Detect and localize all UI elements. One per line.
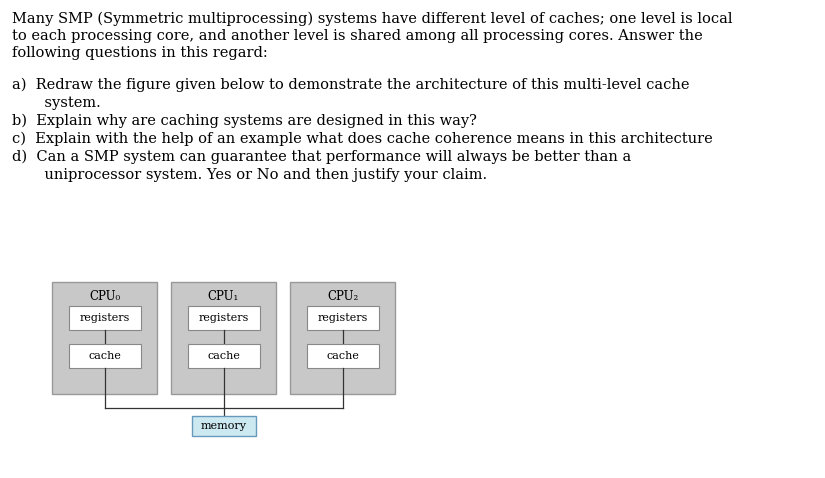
Text: b)  Explain why are caching systems are designed in this way?: b) Explain why are caching systems are d… <box>12 114 477 129</box>
Text: registers: registers <box>318 313 368 323</box>
Text: cache: cache <box>326 351 359 361</box>
Bar <box>68 344 140 368</box>
Text: d)  Can a SMP system can guarantee that performance will always be better than a: d) Can a SMP system can guarantee that p… <box>12 150 631 164</box>
Bar <box>52 282 157 394</box>
Bar <box>191 416 256 436</box>
Text: a)  Redraw the figure given below to demonstrate the architecture of this multi-: a) Redraw the figure given below to demo… <box>12 78 690 92</box>
Bar <box>307 344 379 368</box>
Text: cache: cache <box>88 351 121 361</box>
Text: registers: registers <box>79 313 130 323</box>
Text: CPU₁: CPU₁ <box>208 290 239 303</box>
Bar <box>307 306 379 330</box>
Bar <box>68 306 140 330</box>
Text: memory: memory <box>200 421 247 431</box>
Text: cache: cache <box>207 351 240 361</box>
Text: uniprocessor system. Yes or No and then justify your claim.: uniprocessor system. Yes or No and then … <box>12 168 487 182</box>
Bar <box>187 344 260 368</box>
Text: to each processing core, and another level is shared among all processing cores.: to each processing core, and another lev… <box>12 29 703 43</box>
Bar <box>290 282 395 394</box>
Bar <box>171 282 276 394</box>
Text: following questions in this regard:: following questions in this regard: <box>12 46 268 60</box>
Text: registers: registers <box>198 313 248 323</box>
Bar <box>187 306 260 330</box>
Text: CPU₀: CPU₀ <box>89 290 120 303</box>
Text: system.: system. <box>12 96 101 110</box>
Text: Many SMP (Symmetric multiprocessing) systems have different level of caches; one: Many SMP (Symmetric multiprocessing) sys… <box>12 12 733 26</box>
Text: c)  Explain with the help of an example what does cache coherence means in this : c) Explain with the help of an example w… <box>12 132 713 146</box>
Text: CPU₂: CPU₂ <box>327 290 358 303</box>
